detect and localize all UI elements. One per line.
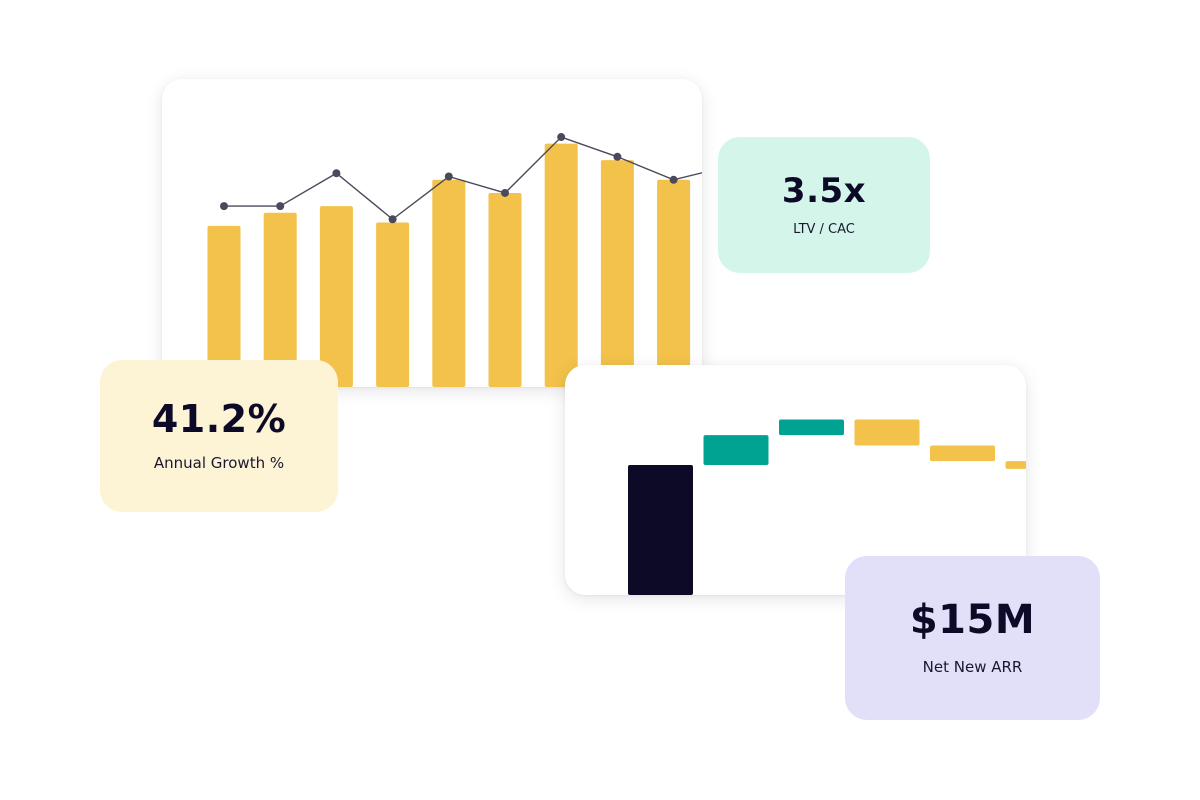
growth-bar	[488, 192, 522, 387]
trend-line	[224, 136, 702, 221]
annual-growth-label: Annual Growth %	[153, 454, 285, 472]
trend-point	[388, 215, 397, 224]
growth-bar	[600, 160, 634, 387]
growth-bar	[432, 179, 466, 387]
ltv-cac-value: 3.5x	[781, 170, 867, 211]
trend-point	[444, 172, 453, 181]
waterfall-decrease-bar	[1005, 461, 1026, 469]
arr-waterfall-card	[565, 365, 1026, 595]
growth-bar	[657, 179, 691, 387]
growth-bar	[319, 206, 353, 387]
net-new-arr-value: $15M	[909, 597, 1036, 643]
trend-point	[501, 188, 509, 197]
annual-growth-stat-card: 41.2% Annual Growth %	[100, 360, 338, 512]
net-new-arr-stat-card: $15M Net New ARR	[845, 556, 1100, 720]
ltv-cac-label: LTV / CAC	[793, 221, 855, 237]
growth-chart-card	[162, 79, 702, 387]
growth-bar	[544, 143, 578, 387]
annual-growth-value: 41.2%	[151, 397, 287, 441]
waterfall-increase-bar	[703, 435, 769, 465]
growth-bar-line-chart	[207, 133, 702, 387]
growth-bar	[207, 225, 241, 387]
waterfall-base-bar	[628, 465, 693, 595]
growth-bar	[376, 222, 410, 387]
net-new-arr-label: Net New ARR	[922, 658, 1023, 676]
trend-point	[332, 169, 341, 178]
trend-point	[613, 152, 622, 161]
waterfall-increase-bar	[779, 419, 844, 436]
trend-point	[276, 202, 285, 211]
growth-bar	[263, 212, 297, 387]
waterfall-decrease-bar	[930, 445, 995, 462]
ltv-cac-stat-card: 3.5x LTV / CAC	[718, 137, 930, 273]
trend-point	[220, 202, 228, 211]
arr-waterfall-chart	[628, 419, 1026, 595]
trend-point	[669, 175, 678, 184]
waterfall-decrease-bar	[854, 419, 920, 446]
trend-point	[557, 133, 566, 142]
